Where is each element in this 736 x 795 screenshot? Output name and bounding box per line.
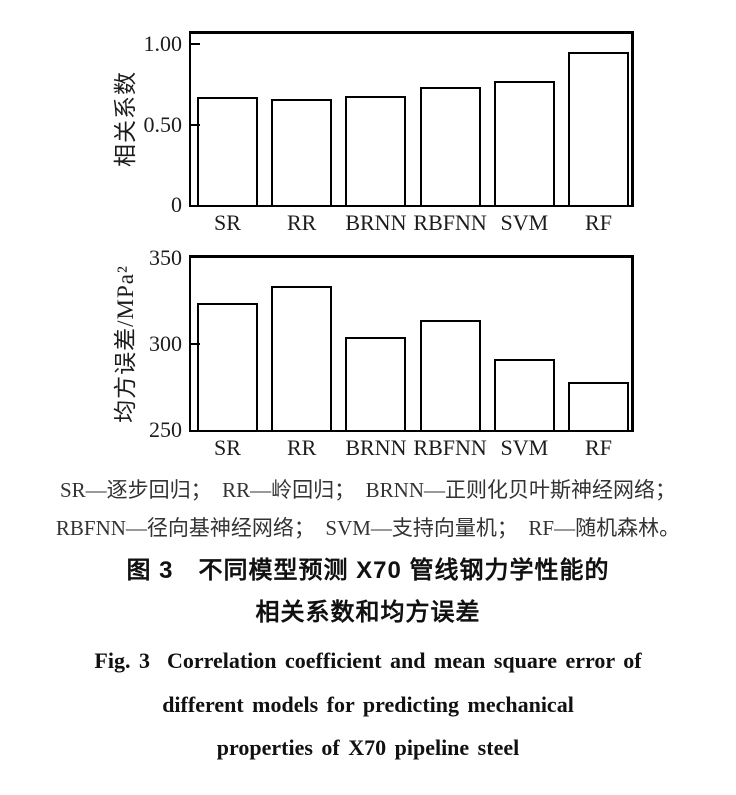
mean-square-error-chart: 均方误差/MPa² SR RR BRNN RBFNN SVM RF 350 300 250: [0, 240, 736, 460]
x-tick-label-svm: SVM: [500, 435, 549, 460]
y-tick-mark: [191, 343, 200, 345]
x-tick-label-rf: RF: [585, 210, 612, 235]
plot-area-mse: [189, 255, 634, 432]
figure-caption-en-line-3: properties of X70 pipeline steel: [216, 735, 520, 760]
y-tick-label-0: 0: [171, 192, 182, 217]
bar-sr: [197, 97, 258, 205]
y-tick-label-1.00: 1.00: [143, 31, 183, 56]
x-tick-label-rf: RF: [585, 435, 612, 460]
bar-rr: [271, 286, 333, 430]
legend-note-line-1: SR—逐步回归； RR—岭回归； BRNN—正则化贝叶斯神经网络；: [59, 478, 677, 502]
y-tick-mark: [191, 43, 200, 45]
y-tick-label-0.50: 0.50: [143, 111, 183, 137]
bar-svm: [493, 81, 555, 205]
legend-note-line-2: RBFNN—径向基神经网络； SVM—支持向量机； RF—随机森林。: [55, 516, 681, 540]
bar-svm: [493, 359, 555, 430]
plot-area-correlation: [189, 31, 634, 207]
y-tick-mark: [191, 123, 200, 126]
bar-sr: [197, 303, 258, 430]
figure-caption-zh-line-1: 图 3 不同模型预测 X70 管线钢力学性能的: [126, 557, 610, 584]
bar-rf: [568, 52, 629, 205]
x-tick-label-svm: SVM: [500, 210, 549, 235]
bar-brnn: [345, 96, 407, 205]
bar-rbfnn: [419, 87, 481, 205]
correlation-coefficient-chart: 相关系数 SR RR BRNN RBFNN SVM RF 1.00 0.50 0: [0, 0, 736, 240]
x-tick-label-brnn: BRNN: [345, 210, 407, 235]
x-tick-label-rr: RR: [287, 210, 317, 235]
bar-rbfnn: [419, 320, 481, 430]
bar-brnn: [345, 337, 407, 430]
bar-rr: [271, 99, 333, 205]
figure-caption-zh-line-2: 相关系数和均方误差: [255, 599, 481, 626]
y-tick-label-350: 350: [149, 245, 182, 270]
x-tick-label-sr: SR: [214, 210, 241, 235]
x-tick-label-rbfnn: RBFNN: [413, 210, 487, 235]
x-tick-label-brnn: BRNN: [345, 435, 407, 460]
bar-rf: [568, 382, 629, 430]
x-tick-label-sr: SR: [214, 435, 241, 460]
figure-caption-en-line-2: different models for predicting mechanic…: [162, 692, 574, 717]
x-tick-label-rbfnn: RBFNN: [413, 435, 487, 460]
figure-caption-en-line-1: Fig. 3 Correlation coefficient and mean …: [94, 648, 642, 673]
y-tick-label-250: 250: [149, 417, 182, 442]
y-tick-label-300: 300: [149, 331, 182, 356]
x-tick-label-rr: RR: [287, 435, 317, 460]
